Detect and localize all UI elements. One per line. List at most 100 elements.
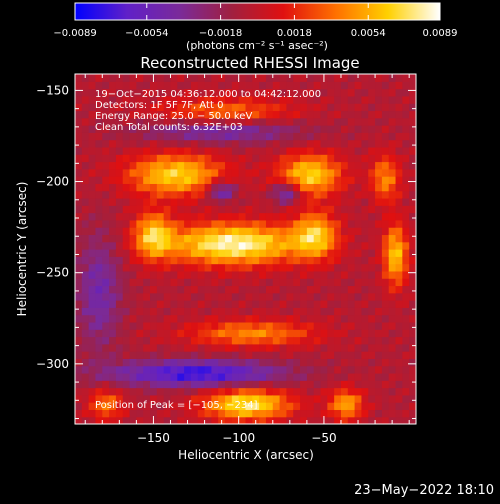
heatmap-cell — [204, 270, 212, 279]
heatmap-cell — [340, 176, 349, 184]
heatmap-cell — [381, 176, 390, 184]
heatmap-cell — [334, 110, 342, 119]
heatmap-cell — [368, 74, 376, 82]
annotation-clean-counts: Clean Total counts: 6.32E+03 — [95, 122, 243, 133]
heatmap-cell — [313, 358, 322, 367]
heatmap-cell — [375, 117, 383, 126]
heatmap-cell — [368, 183, 376, 192]
heatmap-cell — [163, 365, 172, 374]
heatmap-cell — [81, 110, 90, 119]
heatmap-cell — [375, 154, 383, 163]
heatmap-cell — [259, 300, 267, 308]
heatmap-cell — [252, 292, 260, 301]
heatmap-cell — [197, 205, 206, 214]
heatmap-cell — [381, 292, 390, 301]
heatmap-cell — [402, 387, 410, 396]
heatmap-cell — [170, 387, 178, 396]
heatmap-cell — [197, 183, 206, 192]
heatmap-cell — [75, 117, 83, 126]
heatmap-cell — [368, 241, 376, 250]
heatmap-cell — [340, 212, 349, 221]
date-stamp: 23−May−2022 18:10 — [354, 483, 494, 498]
heatmap-cell — [300, 256, 308, 265]
heatmap-cell — [265, 95, 274, 104]
heatmap-cell — [361, 117, 369, 126]
heatmap-cell — [306, 409, 315, 418]
heatmap-cell — [279, 416, 288, 424]
heatmap-cell — [252, 321, 260, 330]
heatmap-cell — [279, 358, 288, 367]
heatmap-cell — [259, 409, 267, 418]
heatmap-cell — [211, 146, 219, 155]
heatmap-cell — [252, 219, 260, 228]
heatmap-cell — [245, 372, 253, 381]
heatmap-cell — [238, 88, 247, 97]
heatmap-cell — [184, 380, 192, 389]
heatmap-cell — [327, 387, 335, 396]
heatmap-cell — [231, 103, 240, 112]
heatmap-cell — [129, 81, 137, 90]
heatmap-cell — [197, 263, 206, 272]
heatmap-cell — [375, 300, 383, 308]
heatmap-cell — [375, 314, 383, 323]
heatmap-cell — [218, 351, 226, 359]
annotation-energy-range: Energy Range: 25.0 − 50.0 keV — [95, 111, 252, 122]
heatmap-cell — [245, 409, 253, 418]
heatmap-cell — [184, 212, 192, 221]
heatmap-cell — [190, 270, 199, 279]
heatmap-cell — [150, 380, 158, 389]
heatmap-cell — [313, 95, 322, 104]
heatmap-cell — [218, 358, 226, 367]
heatmap-cell — [259, 81, 267, 90]
heatmap-cell — [115, 103, 124, 112]
heatmap-cell — [95, 103, 103, 112]
heatmap-cell — [334, 256, 342, 265]
heatmap-cell — [272, 95, 281, 104]
heatmap-cell — [272, 241, 281, 250]
heatmap-cell — [388, 409, 397, 418]
heatmap-cell — [395, 183, 403, 192]
heatmap-cell — [361, 416, 369, 424]
heatmap-cell — [259, 205, 267, 214]
heatmap-cell — [388, 292, 397, 301]
heatmap-cell — [95, 249, 103, 257]
heatmap-cell — [347, 212, 356, 221]
heatmap-cell — [109, 241, 117, 250]
heatmap-cell — [136, 278, 144, 287]
heatmap-cell — [143, 146, 151, 155]
heatmap-cell — [259, 241, 267, 250]
heatmap-cell — [95, 329, 103, 338]
heatmap-cell — [170, 190, 178, 199]
heatmap-cell — [150, 154, 158, 163]
heatmap-cell — [122, 256, 131, 265]
heatmap-cell — [340, 132, 349, 141]
heatmap-cell — [368, 270, 376, 279]
heatmap-cell — [225, 205, 233, 214]
heatmap-cell — [197, 380, 206, 389]
heatmap-cell — [334, 394, 342, 403]
heatmap-cell — [347, 300, 356, 308]
heatmap-cell — [388, 351, 397, 359]
heatmap-cell — [143, 110, 151, 119]
heatmap-cell — [368, 190, 376, 199]
heatmap-cell — [81, 183, 90, 192]
heatmap-cell — [88, 146, 97, 155]
heatmap-cell — [272, 117, 281, 126]
heatmap-cell — [252, 241, 260, 250]
heatmap-cell — [293, 249, 301, 257]
heatmap-cell — [265, 241, 274, 250]
heatmap-cell — [409, 117, 416, 126]
heatmap-cell — [211, 241, 219, 250]
heatmap-cell — [177, 125, 185, 133]
heatmap-cell — [395, 329, 403, 338]
heatmap-cell — [368, 307, 376, 316]
heatmap-cell — [136, 103, 144, 112]
heatmap-cell — [259, 387, 267, 396]
heatmap-cell — [327, 241, 335, 250]
heatmap-cell — [75, 125, 83, 133]
heatmap-cell — [402, 227, 410, 236]
heatmap-cell — [354, 278, 363, 287]
heatmap-cell — [190, 183, 199, 192]
heatmap-cell — [177, 321, 185, 330]
heatmap-cell — [238, 314, 247, 323]
